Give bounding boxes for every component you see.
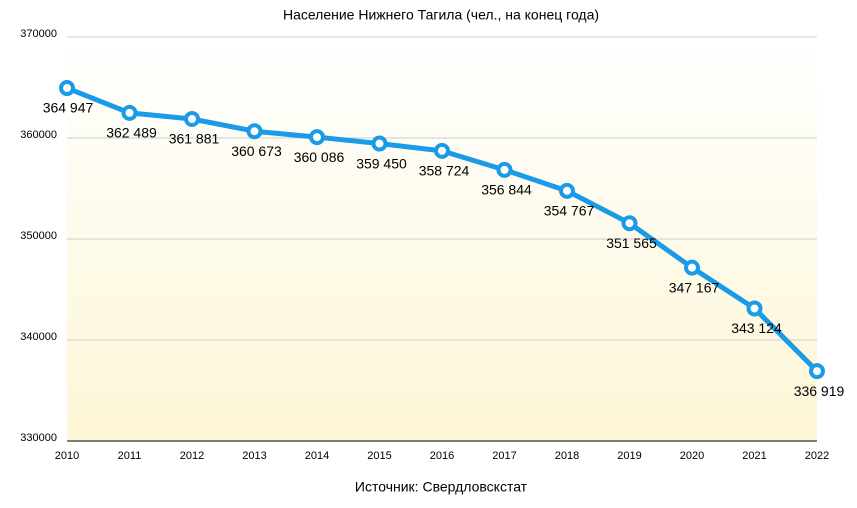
- x-tick-label: 2020: [680, 450, 704, 462]
- data-label: 336 919: [794, 383, 845, 399]
- data-point: [184, 111, 200, 128]
- y-tick-label: 350000: [20, 230, 57, 242]
- data-label: 351 565: [606, 235, 657, 251]
- x-tick-label: 2021: [742, 450, 766, 462]
- data-point: [559, 182, 575, 199]
- x-tick-label: 2018: [555, 450, 579, 462]
- x-tick-label: 2019: [617, 450, 641, 462]
- data-label: 362 489: [106, 125, 157, 141]
- data-point: [684, 259, 700, 276]
- data-label: 358 724: [419, 163, 470, 179]
- data-label: 343 124: [731, 320, 782, 336]
- data-label: 356 844: [481, 182, 532, 198]
- data-label: 359 450: [356, 155, 407, 171]
- data-label: 360 086: [294, 149, 345, 165]
- data-point: [121, 104, 138, 121]
- data-point: [59, 80, 75, 97]
- x-tick-label: 2014: [305, 450, 329, 462]
- y-tick-label: 340000: [20, 331, 57, 343]
- data-point: [371, 135, 388, 152]
- data-point: [621, 215, 638, 232]
- chart-title: Население Нижнего Тагила (чел., на конец…: [283, 7, 599, 23]
- y-tick-label: 370000: [20, 28, 57, 40]
- data-point: [246, 123, 263, 140]
- data-point: [434, 142, 450, 159]
- grid: 330000 340000 350000 360000 370000 2010 2011 20…: [20, 28, 829, 462]
- data-point: [746, 300, 763, 317]
- x-tick-label: 2012: [180, 450, 204, 462]
- data-label: 347 167: [669, 279, 720, 295]
- x-tick-label: 2011: [118, 450, 142, 462]
- marks: 364 947 362 489 361 881 360 673 360 086 359 4…: [43, 80, 845, 399]
- x-tick-label: 2017: [492, 450, 516, 462]
- x-tick-label: 2013: [242, 450, 266, 462]
- data-label: 361 881: [169, 131, 220, 147]
- y-tick-label: 360000: [20, 129, 57, 141]
- data-label: 360 673: [231, 143, 282, 159]
- x-tick-label: 2022: [805, 450, 829, 462]
- data-point: [809, 363, 825, 380]
- x-tick-label: 2016: [430, 450, 454, 462]
- x-tick-label: 2010: [55, 450, 79, 462]
- data-label: 354 767: [544, 203, 595, 219]
- data-point: [309, 129, 325, 146]
- data-point: [496, 161, 513, 178]
- source-note: Источник: Свердловскстат: [355, 479, 528, 495]
- x-tick-label: 2015: [367, 450, 391, 462]
- data-label: 364 947: [43, 100, 94, 116]
- y-tick-label: 330000: [20, 432, 57, 444]
